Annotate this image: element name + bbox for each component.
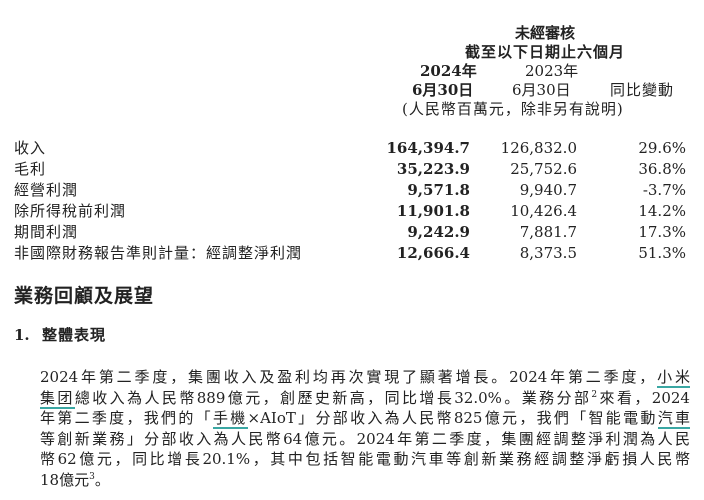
paragraph-line: 18億元3。 bbox=[40, 471, 690, 489]
value-2024: 9,571.8 bbox=[407, 181, 470, 199]
text-span: 18億元 bbox=[40, 470, 90, 489]
col2-date: 6月30日 bbox=[512, 81, 571, 99]
paragraph-line: 幣62億元，同比增長20.1%，其中包括智能電動汽車等創新業務經調整淨虧損人民幣 bbox=[40, 450, 690, 468]
value-2023: 25,752.6 bbox=[510, 160, 577, 178]
text-span: 。 bbox=[94, 470, 110, 489]
value-2023: 7,881.7 bbox=[519, 223, 577, 241]
audit-header: 未經審核 bbox=[514, 24, 575, 42]
row-label: 收入 bbox=[14, 139, 47, 157]
table-row: 非國際財務報告準則計量：經調整淨利潤 12,666.4 8,373.5 51.3% bbox=[14, 244, 686, 262]
change-value: 14.2% bbox=[638, 202, 686, 220]
subsection-title: 整體表現 bbox=[42, 326, 107, 344]
row-label: 毛利 bbox=[14, 160, 47, 178]
paragraph-line: 年第二季度，我們的「手機×AIoT」分部收入為人民幣825億元，我們「智能電動汽… bbox=[40, 409, 690, 429]
footnote-ref: 3 bbox=[89, 471, 95, 482]
link-text[interactable]: 手機 bbox=[212, 409, 248, 429]
change-value: 29.6% bbox=[638, 139, 686, 157]
value-2024: 12,666.4 bbox=[396, 244, 470, 262]
value-2023: 8,373.5 bbox=[519, 244, 577, 262]
paragraph-line: 集团總收入為人民幣889億元，創歷史新高，同比增長32.0%。業務分部2來看，2… bbox=[40, 388, 690, 409]
text-span: 年第二季度，我們的「 bbox=[40, 409, 213, 427]
value-2024: 9,242.9 bbox=[407, 223, 470, 241]
change-value: 36.8% bbox=[638, 160, 686, 178]
row-label: 經營利潤 bbox=[14, 181, 79, 199]
row-label: 除所得稅前利潤 bbox=[14, 202, 127, 220]
paragraph-line: 2024年第二季度，集團收入及盈利均再次實現了顯著增長。2024年第二季度，小米 bbox=[40, 368, 690, 388]
unit-note: (人民幣百萬元，除非另有說明) bbox=[402, 100, 624, 118]
paragraph-line: 等創新業務」分部收入為人民幣64億元。2024年第二季度，集團經調整淨利潤為人民 bbox=[40, 430, 690, 448]
row-label: 非國際財務報告準則計量：經調整淨利潤 bbox=[14, 244, 303, 262]
value-2024: 35,223.9 bbox=[396, 160, 470, 178]
text-span: ×AIoT」分部收入為人民幣825億元，我們「智能電動 bbox=[247, 409, 658, 427]
text-span: 幣62億元，同比增長20.1%，其中包括智能電動汽車等創新業務經調整淨虧損人民幣 bbox=[40, 450, 690, 468]
footnote-ref: 2 bbox=[591, 389, 598, 400]
table-row: 經營利潤 9,571.8 9,940.7 -3.7% bbox=[14, 181, 686, 199]
section-title: 業務回顧及展望 bbox=[14, 285, 155, 307]
table-row: 期間利潤 9,242.9 7,881.7 17.3% bbox=[14, 223, 686, 241]
value-2023: 126,832.0 bbox=[500, 139, 577, 157]
value-2024: 164,394.7 bbox=[386, 139, 470, 157]
col1-date: 6月30日 bbox=[412, 81, 474, 99]
table-row: 收入 164,394.7 126,832.0 29.6% bbox=[14, 139, 686, 157]
change-value: 17.3% bbox=[638, 223, 686, 241]
row-label: 期間利潤 bbox=[14, 223, 79, 241]
text-span: 等創新業務」分部收入為人民幣64億元。2024年第二季度，集團經調整淨利潤為人民 bbox=[40, 429, 690, 448]
value-2023: 10,426.4 bbox=[510, 202, 577, 220]
subsection-number: 1. bbox=[14, 326, 30, 344]
change-value: 51.3% bbox=[638, 244, 686, 262]
table-row: 除所得稅前利潤 11,901.8 10,426.4 14.2% bbox=[14, 202, 686, 220]
link-text[interactable]: 集团 bbox=[40, 388, 75, 409]
text-span: 總收入為人民幣889億元，創歷史新高，同比增長32.0%。業務分部 bbox=[74, 388, 592, 407]
table-row: 毛利 35,223.9 25,752.6 36.8% bbox=[14, 160, 686, 178]
col2-year: 2023年 bbox=[525, 62, 579, 80]
link-text[interactable]: 汽車 bbox=[657, 409, 690, 429]
value-2024: 11,901.8 bbox=[396, 202, 470, 220]
link-text[interactable]: 小米 bbox=[657, 368, 690, 388]
value-2023: 9,940.7 bbox=[519, 181, 577, 199]
period-header: 截至以下日期止六個月 bbox=[464, 43, 625, 61]
text-span: 2024年第二季度，集團收入及盈利均再次實現了顯著增長。2024年第二季度， bbox=[40, 368, 658, 386]
change-value: -3.7% bbox=[642, 181, 686, 199]
col1-year: 2024年 bbox=[420, 62, 477, 80]
text-span: 來看，2024 bbox=[597, 388, 690, 407]
col3-header: 同比變動 bbox=[610, 81, 675, 99]
